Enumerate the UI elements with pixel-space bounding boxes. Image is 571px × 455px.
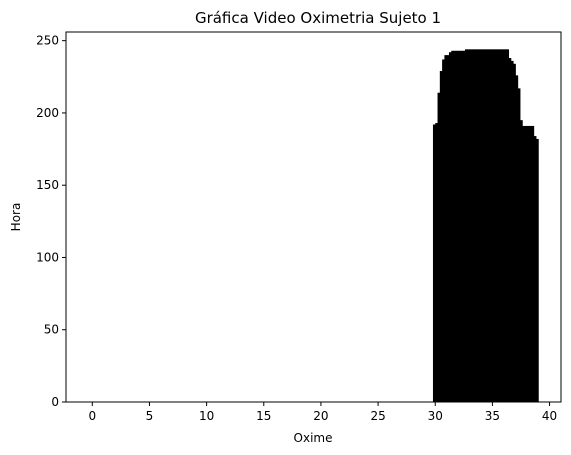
bar <box>444 55 448 402</box>
bar <box>469 49 473 402</box>
x-axis-label: Oxime <box>294 431 333 445</box>
bar <box>506 49 510 402</box>
bar <box>494 49 498 402</box>
bar <box>446 55 450 402</box>
bar <box>524 125 528 402</box>
bar <box>478 49 482 402</box>
bar <box>467 49 471 402</box>
bar <box>453 50 457 402</box>
bar-series <box>432 49 539 402</box>
bar <box>515 75 519 402</box>
bar <box>526 125 530 402</box>
bar <box>512 63 516 402</box>
bar <box>490 49 494 402</box>
y-tick-label: 0 <box>51 395 59 409</box>
bar <box>474 49 478 402</box>
x-tick-label: 35 <box>485 409 500 423</box>
bar <box>528 125 532 402</box>
x-axis-ticks: 0 5 10 15 20 25 30 35 40 <box>88 402 557 423</box>
y-tick-label: 250 <box>36 34 59 48</box>
y-tick-label: 150 <box>36 178 59 192</box>
bar <box>487 49 491 402</box>
bar <box>510 60 514 402</box>
bar <box>483 49 487 402</box>
bar <box>462 50 466 402</box>
bar <box>476 49 480 402</box>
y-axis-label: Hora <box>9 203 23 232</box>
bar <box>460 50 464 402</box>
bar <box>496 49 500 402</box>
bar <box>501 49 505 402</box>
x-tick-label: 30 <box>428 409 443 423</box>
x-tick-label: 0 <box>88 409 96 423</box>
bar <box>492 49 496 402</box>
y-tick-label: 100 <box>36 250 59 264</box>
bar <box>451 50 455 402</box>
bar <box>508 58 512 402</box>
x-tick-label: 40 <box>542 409 557 423</box>
bar <box>485 49 489 402</box>
x-tick-label: 10 <box>199 409 214 423</box>
bar <box>432 124 436 402</box>
bar <box>439 71 443 402</box>
x-tick-label: 25 <box>370 409 385 423</box>
bar <box>517 88 521 402</box>
x-tick-label: 15 <box>256 409 271 423</box>
y-tick-label: 200 <box>36 106 59 120</box>
bar <box>455 50 459 402</box>
x-tick-label: 20 <box>313 409 328 423</box>
bar <box>499 49 503 402</box>
y-tick-label: 50 <box>44 323 59 337</box>
bar <box>442 59 445 402</box>
bar <box>503 49 507 402</box>
bar <box>522 125 526 402</box>
bar <box>458 50 461 402</box>
x-tick-label: 5 <box>146 409 154 423</box>
bar <box>531 125 535 402</box>
bar <box>480 49 484 402</box>
y-axis-ticks: 0 50 100 150 200 250 <box>36 34 66 409</box>
bar <box>464 49 468 402</box>
bar <box>448 52 452 402</box>
bar <box>435 123 439 402</box>
chart-title: Gráfica Video Oximetria Sujeto 1 <box>195 9 441 27</box>
bar <box>533 136 537 402</box>
bar <box>471 49 475 402</box>
bar <box>519 120 523 402</box>
plot-frame <box>65 31 562 403</box>
bar <box>535 138 539 402</box>
bar <box>437 92 441 402</box>
